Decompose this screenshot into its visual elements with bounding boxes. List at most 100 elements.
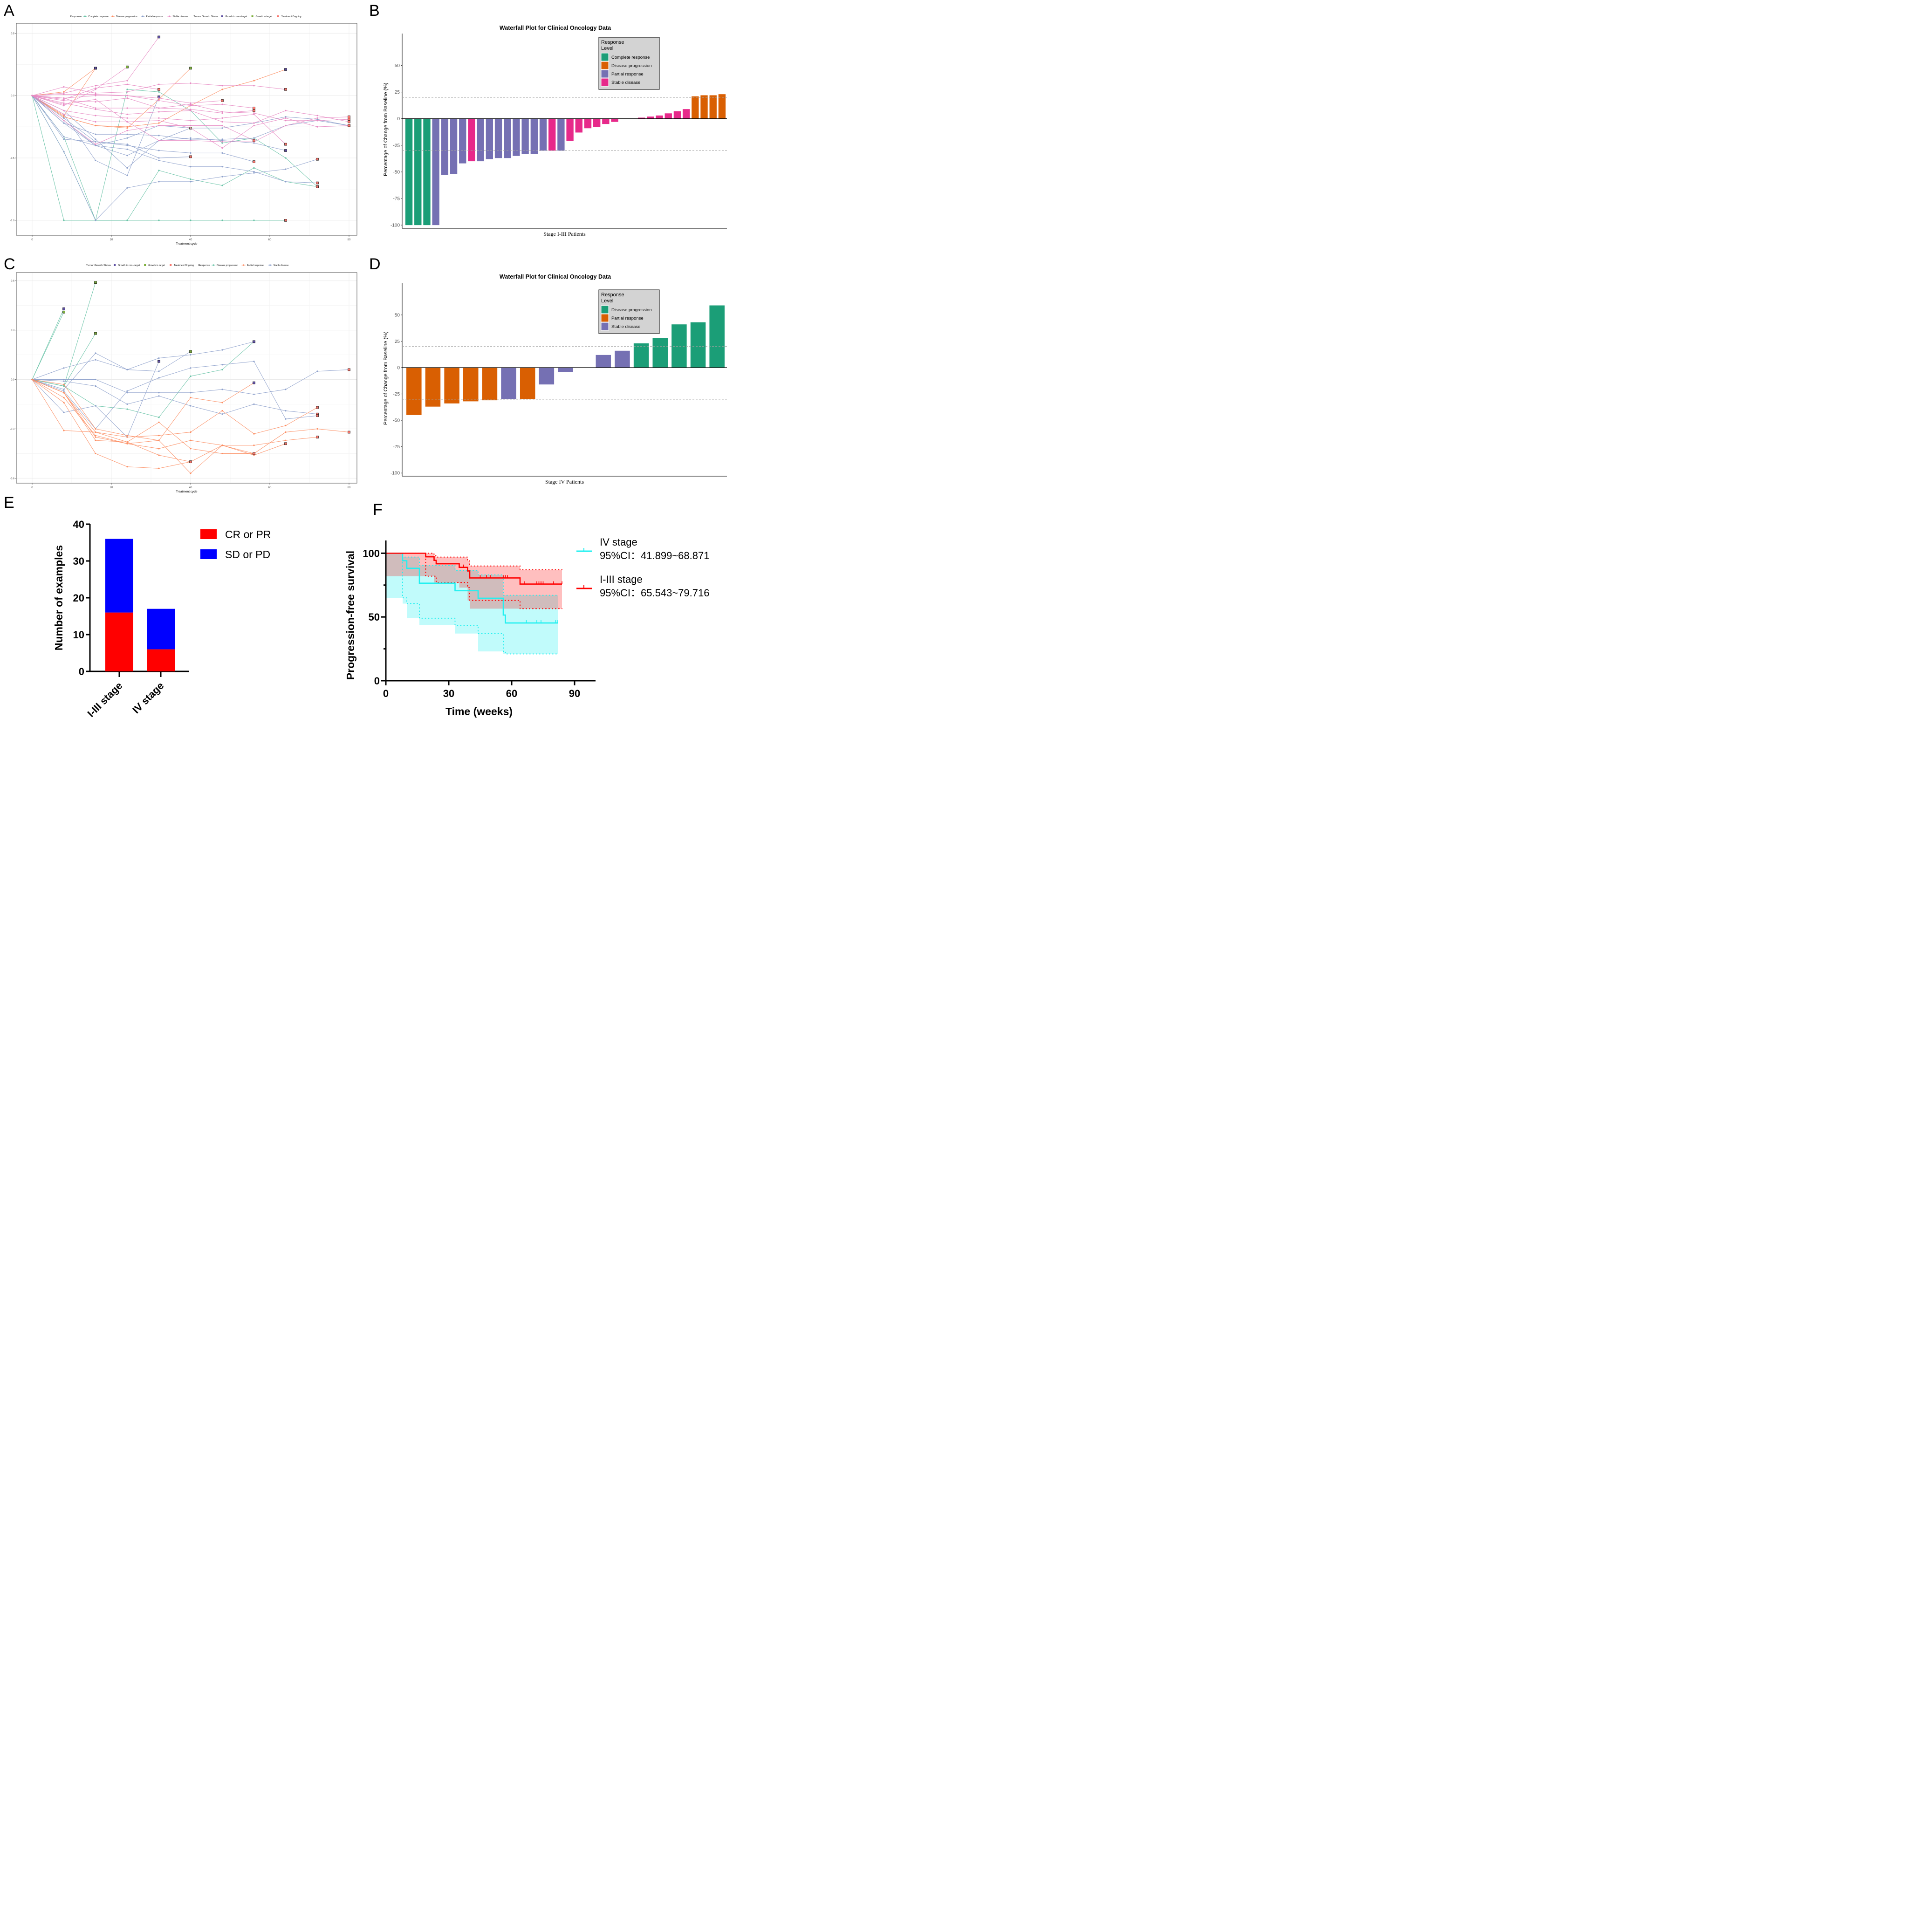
- x-tick-label: 20: [110, 239, 113, 241]
- end-status-marker: [284, 88, 287, 91]
- data-point: [95, 121, 96, 123]
- end-status-marker: [316, 436, 319, 438]
- x-tick-label: 30: [443, 688, 454, 699]
- data-point: [221, 117, 223, 119]
- legend-square-swatch: [277, 15, 279, 17]
- legend-square-swatch: [144, 264, 146, 266]
- series-line: [32, 308, 64, 380]
- bar-partial-response: [520, 367, 535, 399]
- data-point: [190, 102, 192, 104]
- chart-b-waterfall-stage-i-iii: Waterfall Plot for Clinical Oncology Dat…: [383, 25, 727, 237]
- bar-partial-response: [513, 118, 520, 156]
- series-line: [32, 379, 318, 438]
- data-point: [158, 392, 160, 394]
- data-point: [63, 138, 65, 140]
- legend-point-swatch: [168, 15, 170, 17]
- data-point: [158, 370, 160, 372]
- data-point: [158, 135, 160, 137]
- legend-item-growth-in-target: Growth in target: [256, 15, 273, 18]
- data-point: [285, 431, 287, 433]
- bar-stable-disease: [558, 367, 573, 372]
- end-status-marker: [158, 35, 160, 39]
- bar-disease-progression: [692, 96, 699, 119]
- end-status-marker: [284, 442, 287, 445]
- legend-item-disease-progression: Disease progression: [116, 15, 137, 18]
- y-tick-label: 25: [395, 339, 400, 344]
- data-point: [221, 121, 223, 123]
- legend-item-stable-disease: Stable disease: [274, 264, 289, 267]
- data-point: [126, 126, 128, 128]
- bar-segment-cr-or-pr: [105, 612, 133, 671]
- bar-partial-response: [459, 118, 466, 164]
- data-point: [95, 359, 96, 361]
- bar-stable-disease: [566, 118, 574, 141]
- bar-disease-progression: [690, 322, 706, 368]
- data-point: [190, 109, 192, 110]
- bar-stable-disease: [615, 350, 630, 368]
- legend-swatch: [200, 529, 217, 539]
- data-point: [95, 439, 96, 441]
- data-point: [285, 418, 287, 420]
- legend-item-i-iii-stage: I-III stage: [600, 574, 643, 585]
- y-tick-label: 0: [374, 675, 380, 687]
- data-point: [126, 466, 128, 468]
- y-tick-label: 50: [369, 611, 380, 623]
- data-point: [63, 392, 65, 394]
- data-point: [285, 157, 287, 159]
- chart-c-spider-plot-stage-iv: 0 20 40 60 80 0.6 0.3 0.0 -0.3 -0.6 Treatment cycl…: [10, 264, 357, 493]
- end-status-marker: [253, 160, 255, 163]
- bar-stable-disease: [468, 118, 475, 162]
- data-point: [63, 367, 65, 369]
- y-tick-label: 50: [395, 313, 400, 318]
- bar-partial-response: [444, 367, 459, 403]
- data-point: [158, 395, 160, 397]
- legend-item-growth-in-non-target: Growth in non−target: [118, 264, 140, 267]
- bar-complete-response: [423, 118, 431, 226]
- y-tick-label: 0.3: [11, 329, 14, 332]
- data-point: [253, 219, 255, 221]
- data-point: [190, 472, 192, 474]
- data-point: [253, 137, 255, 139]
- series-line: [32, 95, 254, 109]
- legend-item-stable-disease: Stable disease: [611, 324, 640, 329]
- data-point: [190, 448, 192, 450]
- bar-partial-response: [530, 118, 538, 154]
- y-tick-label: -100: [391, 471, 400, 476]
- data-point: [158, 124, 160, 127]
- data-point: [95, 95, 96, 96]
- data-point: [221, 369, 223, 370]
- data-point: [221, 364, 223, 366]
- legend-point-swatch: [112, 15, 114, 17]
- x-axis-title: Stage I-III Patients: [543, 231, 586, 237]
- data-point: [190, 166, 192, 168]
- data-point: [63, 93, 65, 96]
- legend-item-partial-response: Partial response: [146, 15, 163, 18]
- data-point: [126, 89, 128, 90]
- data-point: [126, 113, 128, 115]
- data-point: [95, 133, 96, 135]
- chart-f-kaplan-meier: 0 50 100 0 30 60 90 Time (weeks) Progression-fre…: [344, 536, 709, 718]
- end-status-marker: [316, 157, 319, 161]
- y-tick-label: 20: [73, 592, 84, 604]
- data-point: [95, 89, 96, 90]
- x-tick-label: 60: [268, 486, 272, 489]
- end-status-marker: [94, 67, 97, 70]
- bar-stable-disease: [602, 118, 610, 124]
- x-axis-title: Stage IV Patients: [545, 479, 584, 485]
- data-point: [285, 424, 287, 427]
- data-point: [221, 85, 223, 87]
- end-status-marker: [253, 340, 255, 343]
- end-status-marker: [158, 360, 160, 363]
- bar-stable-disease: [584, 118, 592, 129]
- data-point: [126, 117, 128, 119]
- data-point: [190, 397, 192, 398]
- end-status-marker: [284, 143, 287, 146]
- end-status-marker: [189, 155, 192, 158]
- data-point: [31, 378, 33, 381]
- legend-item-cr-or-pr: CR or PR: [225, 528, 271, 540]
- data-point: [126, 130, 128, 131]
- data-point: [126, 144, 128, 146]
- end-status-marker: [348, 118, 350, 121]
- legend: Response Complete response Disease progres…: [70, 15, 301, 18]
